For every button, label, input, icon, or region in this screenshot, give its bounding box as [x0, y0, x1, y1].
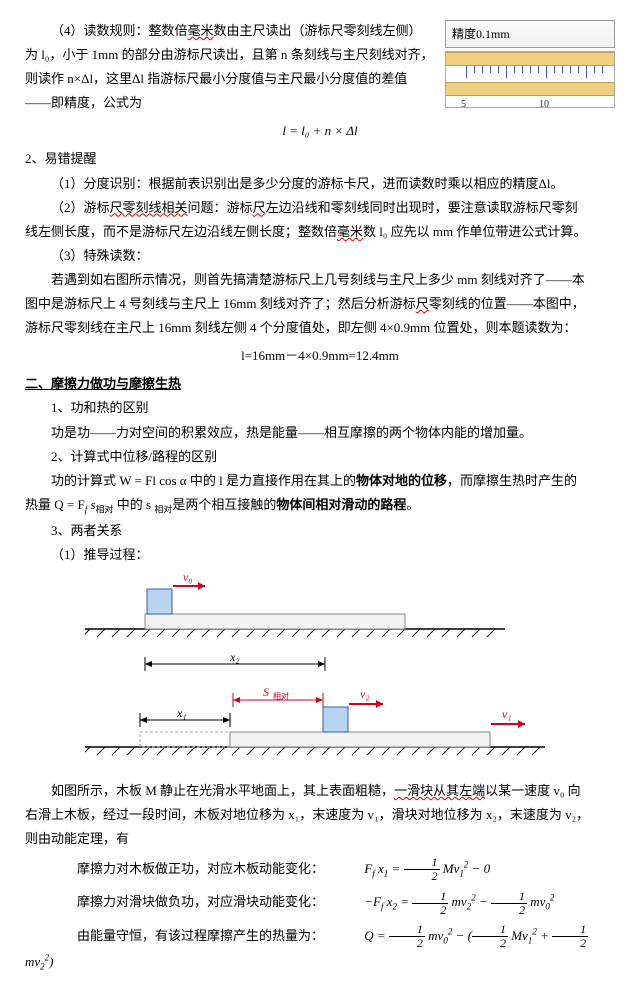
s2-3-head: 3、两者关系	[25, 520, 615, 542]
s2-3-1: （1）推导过程：	[25, 544, 615, 566]
label-v1: v₁	[502, 707, 512, 721]
label-v2: v₂	[360, 687, 370, 701]
ruler-tick-5: 5	[461, 96, 466, 108]
eq-heat: 由能量守恒，有该过程摩擦产生的热量为： Q = 12 mv02 − (12 Mv…	[25, 923, 615, 975]
eq-block: 摩擦力对滑块做负功，对应滑块动能变化： −Ff x2 = 12 mv22 − 1…	[25, 890, 615, 917]
ruler-scale: 5 10	[445, 51, 615, 108]
formula-reading: l=16mm－4×0.9mm=12.4mm	[25, 345, 615, 367]
para-err3-line2: 图中是游标尺上 4 号刻线与主尺上 16mm 刻线对齐了；然后分析游标尺零刻线的…	[25, 293, 615, 315]
ruler-precision-label: 精度0.1mm	[445, 20, 615, 48]
para-err1: （1）分度识别：根据前表识别出是多少分度的游标卡尺，进而读数时乘以相应的精度Δl…	[25, 173, 615, 195]
para-err2-line1: （2）游标尺零刻线相关问题：游标尺左边沿线和零刻线同时出现时，要注意读取游标尺零…	[25, 197, 615, 219]
s2-1-head: 1、功和热的区别	[25, 397, 615, 419]
ruler-tick-10: 10	[539, 96, 549, 108]
para-err2-line2: 线左侧长度，而不是游标尺左边沿线左侧长度；整数倍毫米数 l₀ 应先以 mm 作单…	[25, 221, 615, 243]
eq-board: 摩擦力对木板做正功，对应木板动能变化： Ff x1 = 12 Mv12 − 0	[25, 856, 615, 883]
s2-2-text-line2: 热量 Q = Ff s相对 中的 s 相对是两个相互接触的物体间相对滑动的路程。	[25, 494, 615, 518]
desc-line1: 如图所示，木板 M 静止在光滑水平地面上，其上表面粗糙，一滑块从其左端以某一速度…	[25, 780, 615, 802]
s2-1-text: 功是功——力对空间的积累效应，热是能量——相互摩擦的两个物体内能的增加量。	[25, 422, 615, 444]
desc-line3: 则由动能定理，有	[25, 828, 615, 850]
heading-common-errors: 2、易错提醒	[25, 148, 615, 170]
label-x2: x₂	[229, 652, 240, 664]
label-s-sub: 相对	[273, 691, 289, 701]
label-x1: x₁	[176, 706, 187, 720]
desc-line2: 右滑上木板，经过一段时间，木板对地位移为 x₁，末速度为 v₁，滑块对地位移为 …	[25, 804, 615, 826]
formula-l: l = l₀ + n × Δl	[25, 120, 615, 142]
s2-2-head: 2、计算式中位移/路程的区别	[25, 446, 615, 468]
diagram-final: x₂ x₁ S 相对	[85, 652, 615, 772]
para-err3-line3: 游标尺零刻线在主尺上 16mm 刻线左侧 4 个分度值处，即左侧 4×0.9mm…	[25, 317, 615, 339]
section-2-heading: 二、摩擦力做功与摩擦生热	[25, 373, 615, 395]
diagram-initial: v₀	[85, 574, 615, 644]
para-err3-head: （3）特殊读数：	[25, 245, 615, 267]
label-v0: v₀	[183, 574, 193, 584]
s2-2-text-line1: 功的计算式 W = Fl cos α 中的 l 是力直接作用在其上的物体对地的位…	[25, 470, 615, 492]
label-s: S	[263, 685, 269, 699]
para-err3-line1: 若遇到如右图所示情况，则首先搞清楚游标尺上几号刻线与主尺上多少 mm 刻线对齐了…	[25, 269, 615, 291]
vernier-ruler-figure: 精度0.1mm 5 10	[445, 20, 615, 108]
